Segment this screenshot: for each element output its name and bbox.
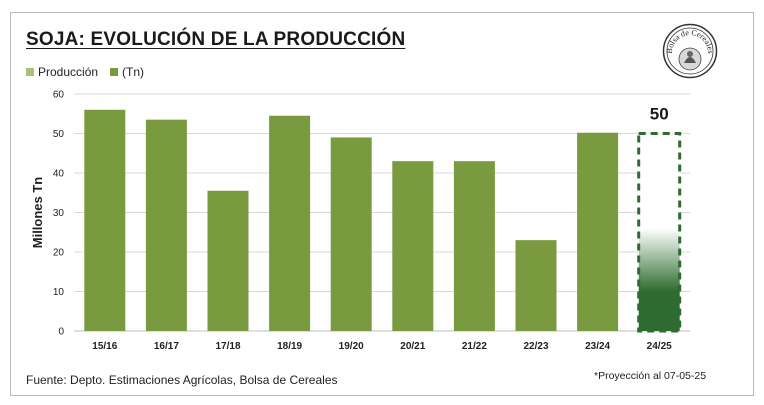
bar bbox=[84, 109, 126, 331]
bar bbox=[577, 132, 619, 331]
x-tick-label: 16/17 bbox=[154, 341, 179, 352]
x-tick-label: 19/20 bbox=[339, 341, 364, 352]
x-tick-label: 21/22 bbox=[462, 341, 487, 352]
x-tick-label: 24/25 bbox=[647, 341, 672, 352]
y-tick-label: 0 bbox=[58, 327, 64, 338]
y-tick-label: 30 bbox=[53, 208, 65, 219]
legend-item-tn: (Tn) bbox=[110, 65, 144, 79]
bar bbox=[453, 161, 495, 331]
chart-title: SOJA: EVOLUCIÓN DE LA PRODUCCIÓN bbox=[26, 29, 406, 50]
y-tick-label: 10 bbox=[53, 287, 65, 298]
y-tick-label: 50 bbox=[53, 129, 65, 140]
bar-projected bbox=[638, 133, 680, 331]
bar bbox=[330, 137, 372, 331]
x-tick-label: 18/19 bbox=[277, 341, 302, 352]
bar bbox=[207, 190, 249, 331]
y-axis-label: Millones Tn bbox=[30, 177, 45, 249]
bar bbox=[269, 115, 311, 331]
x-tick-label: 15/16 bbox=[92, 341, 117, 352]
bar-projected-outline bbox=[637, 132, 682, 333]
bar bbox=[145, 119, 187, 331]
projection-note: *Proyección al 07-05-25 bbox=[594, 370, 707, 382]
legend-swatch bbox=[26, 68, 34, 76]
data-label: 50 bbox=[650, 105, 669, 124]
legend-label: Producción bbox=[38, 65, 99, 79]
legend-swatch bbox=[110, 68, 119, 76]
x-tick-label: 17/18 bbox=[215, 341, 240, 352]
chart-frame bbox=[10, 12, 754, 396]
legend-label: (Tn) bbox=[122, 65, 145, 79]
x-tick-label: 22/23 bbox=[523, 341, 548, 352]
legend-item-produccion: Producción bbox=[26, 65, 98, 79]
legend: Producción (Tn) bbox=[26, 65, 144, 79]
y-tick-label: 40 bbox=[53, 169, 65, 180]
source-note: Fuente: Depto. Estimaciones Agrícolas, B… bbox=[26, 373, 338, 387]
bar bbox=[515, 240, 557, 331]
y-tick-label: 20 bbox=[53, 248, 65, 259]
x-tick-label: 23/24 bbox=[585, 341, 610, 352]
x-tick-label: 20/21 bbox=[400, 341, 425, 352]
y-tick-label: 60 bbox=[53, 90, 65, 101]
seal-logo-icon: Bolsa de Cereales bbox=[662, 23, 718, 79]
bar bbox=[392, 161, 434, 331]
